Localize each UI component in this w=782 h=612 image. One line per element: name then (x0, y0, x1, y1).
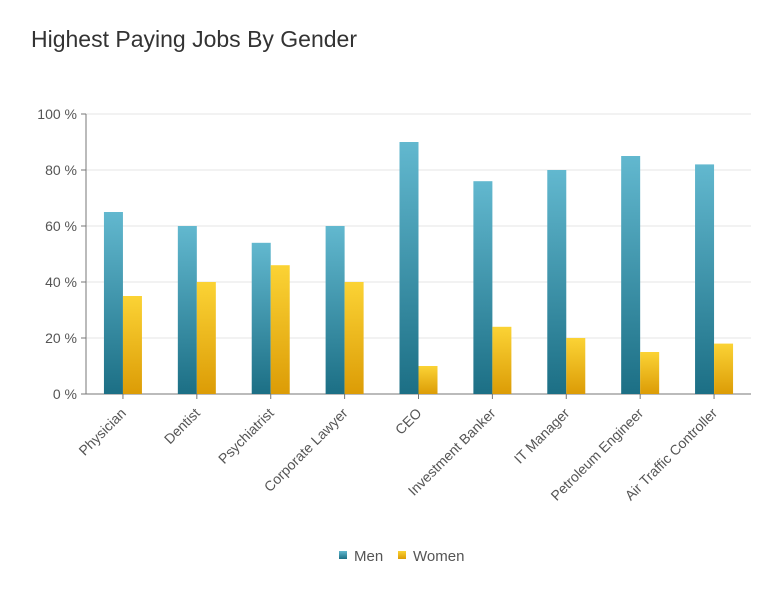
y-tick-label: 0 % (53, 386, 77, 402)
bar-women (418, 366, 438, 394)
chart-title: Highest Paying Jobs By Gender (31, 26, 358, 52)
category-label: CEO (392, 405, 425, 438)
bar-women (566, 338, 586, 394)
bar-women (492, 326, 512, 394)
bar-women (344, 282, 364, 394)
legend-swatch-women (398, 551, 406, 559)
bar-women (196, 282, 216, 394)
bar-women (714, 343, 734, 394)
y-tick-label: 100 % (37, 106, 77, 122)
bar-men (251, 242, 271, 394)
category-label: Dentist (161, 405, 203, 447)
bar-men (399, 142, 419, 394)
category-label: IT Manager (511, 405, 573, 467)
y-tick-label: 80 % (45, 162, 77, 178)
bar-men (473, 181, 493, 394)
bars (103, 142, 734, 394)
legend-swatch-men (339, 551, 347, 559)
bar-women (270, 265, 290, 394)
bar-men (695, 164, 715, 394)
bar-men (103, 212, 123, 394)
category-label: Psychiatrist (215, 405, 277, 467)
bar-men (621, 156, 641, 394)
bar-women (122, 296, 142, 394)
category-label: Physician (75, 405, 129, 459)
y-tick-label: 60 % (45, 218, 77, 234)
y-tick-label: 20 % (45, 330, 77, 346)
bar-men (177, 226, 197, 394)
legend-label-women: Women (413, 548, 464, 565)
bar-men (547, 170, 567, 394)
legend-label-men: Men (354, 548, 383, 565)
legend: Men Women (339, 548, 464, 565)
bar-women (640, 352, 660, 394)
axes: 0 % 20 % 40 % 60 % 80 % 100 % (37, 106, 751, 402)
y-tick-label: 40 % (45, 274, 77, 290)
bar-men (325, 226, 345, 394)
